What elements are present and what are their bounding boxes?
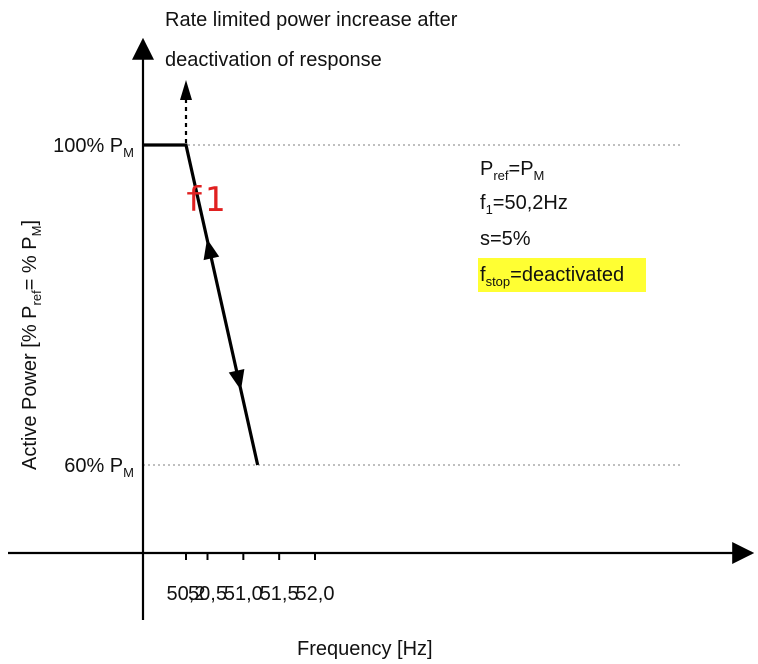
y-axis-label: Active Power [% Pref= % PM] bbox=[19, 220, 44, 470]
param-fstop: fstop=deactivated bbox=[480, 264, 624, 289]
y-tick-label: 100% PM bbox=[53, 135, 134, 160]
x-tick-label: 50,2 bbox=[167, 583, 206, 605]
x-tick-label: 50,5 bbox=[188, 583, 227, 605]
param-highlight bbox=[478, 258, 646, 292]
x-tick-label: 51,0 bbox=[224, 583, 263, 605]
x-tick-label: 52,0 bbox=[296, 583, 335, 605]
slope-arrow-down bbox=[228, 369, 245, 391]
param-pref: Pref=PM bbox=[480, 158, 544, 183]
response-curve bbox=[143, 143, 260, 466]
release-arrowhead bbox=[180, 80, 192, 100]
param-f1: f1=50,2Hz bbox=[480, 192, 568, 217]
annotation-line-2: deactivation of response bbox=[165, 49, 382, 71]
annotation-line-1: Rate limited power increase after bbox=[165, 9, 458, 31]
x-axis-label: Frequency [Hz] bbox=[297, 638, 433, 660]
f1-marker-label: f1 bbox=[184, 180, 225, 220]
slope-arrow-up bbox=[203, 238, 220, 261]
x-tick-label: 51,5 bbox=[260, 583, 299, 605]
param-s: s=5% bbox=[480, 228, 531, 250]
y-tick-label: 60% PM bbox=[64, 455, 134, 480]
